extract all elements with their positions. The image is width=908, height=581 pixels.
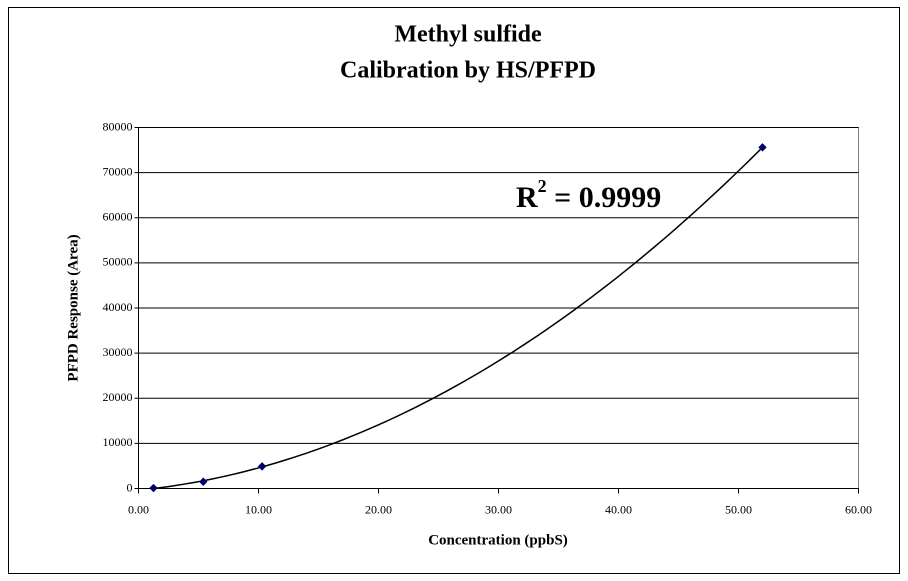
- y-tick-label: 50000: [103, 255, 133, 269]
- x-tick-label: 50.00: [725, 502, 752, 516]
- data-point: [199, 477, 208, 486]
- y-axis-title: PFPD Response (Area): [65, 234, 81, 381]
- y-tick-label: 80000: [103, 119, 133, 133]
- x-tick-label: 20.00: [365, 502, 392, 516]
- y-tick-label: 40000: [103, 300, 133, 314]
- x-axis-title: Concentration (ppbS): [428, 532, 568, 548]
- x-tick-label: 10.00: [245, 502, 272, 516]
- chart-title: Methyl sulfide: [394, 22, 542, 48]
- annotation-rest: = 0.9999: [547, 181, 662, 214]
- y-tick-label: 20000: [103, 390, 133, 404]
- annotation-sup: 2: [538, 176, 547, 196]
- y-tick-label: 70000: [103, 164, 133, 178]
- trendline: [153, 146, 764, 490]
- annotation: R2 = 0.9999: [516, 176, 661, 214]
- data-point: [758, 143, 767, 152]
- x-tick-label: 40.00: [605, 502, 632, 516]
- y-tick-label: 60000: [103, 210, 133, 224]
- x-tick-label: 30.00: [485, 502, 512, 516]
- chart-subtitle: Calibration by HS/PFPD: [340, 58, 596, 84]
- y-tick-label: 0: [127, 480, 133, 494]
- y-tick-label: 30000: [103, 345, 133, 359]
- data-point: [257, 462, 267, 471]
- y-tick-label: 10000: [103, 435, 133, 449]
- x-tick-label: 0.00: [128, 502, 149, 516]
- annotation-base: R: [516, 181, 538, 214]
- data-point: [149, 483, 158, 493]
- x-tick-label: 60.00: [845, 502, 872, 516]
